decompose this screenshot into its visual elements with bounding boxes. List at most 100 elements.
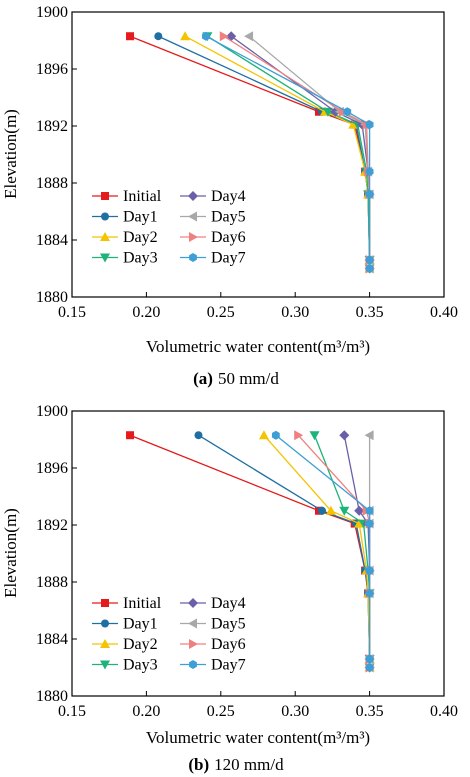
x-tick-label: 0.20 <box>132 304 160 321</box>
data-point <box>258 430 269 440</box>
legend-label: Day5 <box>211 209 246 226</box>
data-point <box>365 506 374 516</box>
legend-item-day1: Day1 <box>92 209 158 226</box>
x-tick-label: 0.30 <box>281 304 309 321</box>
y-tick-label: 1880 <box>36 688 68 705</box>
data-point <box>194 431 203 440</box>
x-tick-label: 0.30 <box>281 703 309 720</box>
x-tick-label: 0.25 <box>207 304 235 321</box>
x-tick-label: 0.40 <box>430 304 458 321</box>
y-tick-label: 1896 <box>36 61 68 78</box>
data-point <box>339 506 350 516</box>
legend-label: Day7 <box>211 657 246 674</box>
legend-item-day5: Day5 <box>180 616 246 633</box>
panel-a-y-axis-title: Elevation(m) <box>1 109 20 199</box>
x-tick-label: 0.35 <box>356 304 384 321</box>
legend-label: Day3 <box>123 657 158 674</box>
y-tick-label: 1900 <box>36 4 68 21</box>
data-point <box>365 663 374 672</box>
data-point <box>294 430 304 441</box>
y-tick-label: 1884 <box>36 232 68 249</box>
legend-swatch-marker <box>100 660 110 670</box>
panel-b-caption: (b) 120 mm/d <box>188 755 284 774</box>
legend-swatch-marker <box>101 192 109 200</box>
data-point <box>343 107 352 117</box>
legend-swatch-marker <box>100 232 110 241</box>
data-point <box>126 431 135 440</box>
data-point <box>202 31 210 41</box>
panel-b-x-axis-title: Volumetric water content(m³/m³) <box>146 728 370 747</box>
panel-b-caption-text: 120 mm/d <box>214 755 284 774</box>
legend-item-day7: Day7 <box>180 657 246 674</box>
legend-label: Day6 <box>211 229 246 246</box>
data-point <box>244 31 254 42</box>
x-tick-label: 0.20 <box>132 703 160 720</box>
data-point <box>180 31 191 41</box>
legend-label: Day2 <box>123 229 158 246</box>
legend-label: Day5 <box>211 616 246 633</box>
legend-item-day6: Day6 <box>180 636 246 653</box>
data-point <box>322 107 333 117</box>
data-point <box>126 32 135 41</box>
panel-b-frame <box>71 410 445 697</box>
x-tick-label: 0.15 <box>58 703 86 720</box>
series-day7 <box>271 430 374 672</box>
panel-b-caption-label: (b) <box>188 755 209 774</box>
legend-swatch-marker <box>188 211 197 222</box>
data-point <box>348 119 359 129</box>
data-point <box>365 255 374 265</box>
y-tick-label: 1896 <box>36 460 68 477</box>
legend-item-initial: Initial <box>92 188 162 205</box>
y-tick-label: 1888 <box>36 175 68 192</box>
data-point <box>365 654 374 664</box>
data-point <box>325 505 336 515</box>
legend-item-day7: Day7 <box>180 250 246 267</box>
legend-label: Day4 <box>211 595 246 612</box>
panel-a-frame <box>71 11 445 298</box>
data-point <box>365 519 374 529</box>
panel-b-y-ticks: 1880 1884 1888 1892 1896 1900 <box>36 403 77 705</box>
panel-b-legend: Initial Day1 Day2 Day3 Day4 Day5 Day6 Day7 <box>92 595 246 674</box>
panel-b-plot-content <box>126 430 375 673</box>
legend-item-day6: Day6 <box>180 229 246 246</box>
y-tick-label: 1888 <box>36 574 68 591</box>
legend-item-day5: Day5 <box>180 209 246 226</box>
panel-a: 0.15 0.20 0.25 0.30 0.35 0.40 1880 1884 1888 189… <box>1 4 458 388</box>
legend-label: Initial <box>123 595 162 612</box>
legend-swatch-marker <box>101 599 109 607</box>
data-point <box>365 120 374 130</box>
data-point <box>365 566 374 576</box>
legend-swatch-marker <box>189 660 197 669</box>
y-tick-label: 1880 <box>36 289 68 306</box>
legend-item-day3: Day3 <box>92 250 158 267</box>
x-tick-label: 0.25 <box>207 703 235 720</box>
legend-swatch-marker <box>101 212 109 221</box>
panel-b-x-ticks: 0.15 0.20 0.25 0.30 0.35 0.40 <box>58 691 458 720</box>
panel-b: 0.15 0.20 0.25 0.30 0.35 0.40 1880 1884 1888 189… <box>1 403 458 774</box>
legend-label: Day2 <box>123 636 158 653</box>
legend-swatch-marker <box>100 253 110 263</box>
y-tick-label: 1892 <box>36 517 68 534</box>
legend-label: Day7 <box>211 250 246 267</box>
y-tick-label: 1892 <box>36 118 68 135</box>
x-tick-label: 0.40 <box>430 703 458 720</box>
x-tick-label: 0.15 <box>58 304 86 321</box>
y-tick-label: 1884 <box>36 631 68 648</box>
panel-a-caption-text: 50 mm/d <box>218 369 279 388</box>
data-point <box>365 189 374 199</box>
legend-swatch-marker <box>101 619 109 628</box>
legend-swatch-marker <box>188 598 198 608</box>
panel-a-caption: (a) 50 mm/d <box>193 369 279 388</box>
legend-item-initial: Initial <box>92 595 162 612</box>
y-tick-label: 1900 <box>36 403 68 420</box>
data-point <box>338 106 348 117</box>
panel-a-plot-content <box>126 31 375 274</box>
data-point <box>219 31 229 42</box>
panel-b-y-axis-title: Elevation(m) <box>1 508 20 598</box>
legend-swatch-marker <box>188 618 197 629</box>
data-point <box>365 167 374 177</box>
panel-a-caption-label: (a) <box>193 369 213 388</box>
legend-item-day4: Day4 <box>180 595 246 612</box>
legend-label: Initial <box>123 188 162 205</box>
legend-swatch-marker <box>100 639 110 648</box>
